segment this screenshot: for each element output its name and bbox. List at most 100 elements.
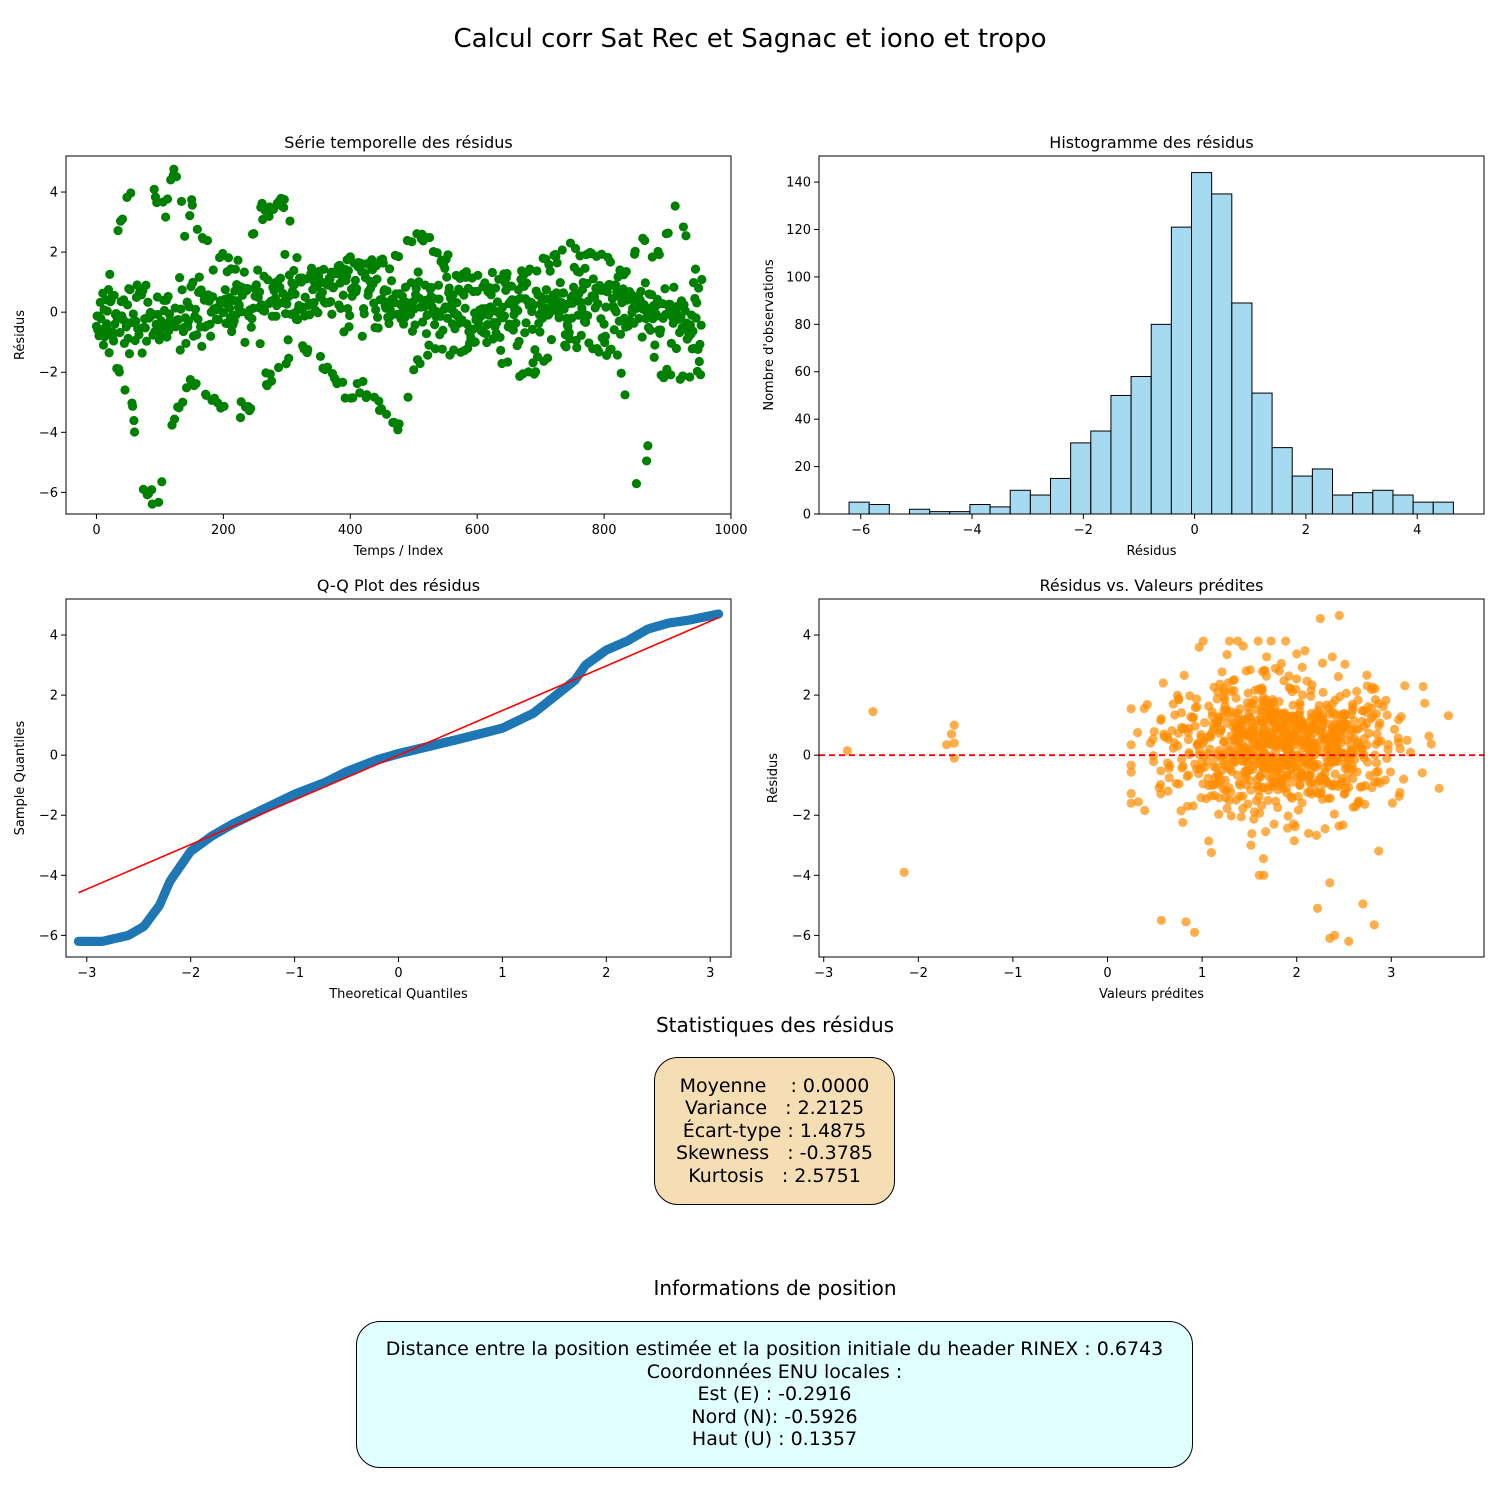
data-point — [350, 275, 360, 285]
data-point — [1327, 652, 1337, 662]
data-point — [1215, 775, 1225, 786]
x-tick-label: −4 — [962, 523, 981, 538]
y-axis-label: Nombre d'observations — [762, 259, 777, 410]
histogram-bar — [1211, 193, 1233, 514]
data-point — [694, 356, 704, 367]
y-axis-label: Sample Quantiles — [13, 720, 28, 835]
data-point — [1325, 793, 1335, 803]
data-point — [169, 414, 180, 424]
data-point — [1292, 674, 1302, 684]
y-tick-label: 60 — [794, 365, 811, 380]
data-point — [572, 343, 582, 353]
x-tick-label: −6 — [851, 523, 870, 538]
data-point — [263, 275, 273, 285]
data-point — [140, 323, 150, 333]
outlier-point — [949, 720, 959, 730]
data-point — [671, 343, 682, 354]
data-point — [1381, 695, 1391, 705]
data-point — [1126, 704, 1136, 714]
chart-title: Q-Q Plot des résidus — [317, 576, 480, 595]
data-point — [174, 273, 185, 283]
data-point — [407, 237, 417, 247]
data-point — [157, 477, 167, 487]
outlier-point — [1181, 917, 1191, 927]
data-point — [522, 278, 532, 288]
data-point — [249, 229, 259, 239]
figure-title: Calcul corr Sat Rec et Sagnac et iono et… — [453, 24, 1047, 54]
data-point — [1357, 749, 1367, 759]
data-point — [1303, 828, 1314, 839]
data-point — [1240, 752, 1250, 762]
x-tick-label: 3 — [706, 966, 714, 981]
y-tick-label: −2 — [39, 809, 58, 824]
data-point — [1209, 790, 1219, 801]
data-point — [191, 379, 201, 389]
x-tick-label: 3 — [1387, 966, 1395, 981]
data-point — [640, 278, 650, 288]
data-point — [357, 331, 367, 341]
data-point — [1214, 745, 1224, 755]
outlier-point — [842, 746, 852, 756]
y-tick-label: 2 — [803, 689, 811, 704]
x-tick-label: 2 — [1293, 966, 1301, 981]
data-point — [1270, 663, 1280, 673]
data-point — [143, 297, 153, 307]
qq-point — [713, 609, 724, 619]
data-point — [1264, 754, 1275, 764]
data-point — [1271, 723, 1281, 733]
data-point — [213, 314, 223, 325]
data-point — [1226, 787, 1236, 797]
data-point — [1177, 722, 1187, 732]
data-point — [410, 320, 420, 330]
x-tick-label: 2 — [1302, 523, 1310, 538]
data-point — [1420, 698, 1430, 708]
data-point — [513, 306, 523, 316]
data-point — [131, 316, 141, 326]
data-point — [1394, 791, 1404, 802]
data-point — [384, 318, 394, 329]
data-point — [1238, 641, 1248, 651]
data-point — [576, 330, 586, 340]
outlier-point — [1325, 878, 1335, 888]
data-point — [413, 267, 423, 277]
data-point — [1279, 676, 1289, 686]
data-point — [1295, 700, 1305, 710]
y-tick-label: 4 — [803, 629, 811, 644]
data-point — [1385, 767, 1396, 777]
data-point — [645, 325, 656, 335]
data-point — [1265, 764, 1275, 774]
data-point — [247, 314, 257, 324]
data-point — [338, 377, 348, 387]
data-point — [1353, 724, 1363, 734]
data-point — [460, 303, 470, 313]
data-point — [1176, 708, 1187, 718]
data-point — [1337, 773, 1347, 783]
data-point — [503, 357, 513, 367]
data-point — [1231, 693, 1241, 703]
data-point — [1330, 769, 1340, 779]
data-point — [654, 249, 664, 260]
data-point — [620, 390, 630, 400]
data-point — [1417, 768, 1427, 778]
data-point — [1133, 797, 1143, 807]
data-point — [1307, 777, 1317, 788]
data-point — [1252, 705, 1262, 715]
data-point — [1266, 636, 1276, 646]
y-tick-label: 100 — [786, 270, 811, 285]
data-point — [569, 282, 579, 292]
x-tick-label: −2 — [181, 966, 200, 981]
data-point — [502, 268, 512, 279]
data-point — [1310, 787, 1321, 797]
histogram-bar — [908, 508, 931, 514]
data-point — [610, 280, 621, 290]
data-point — [1230, 757, 1240, 767]
data-point — [694, 283, 704, 293]
data-point — [290, 289, 300, 299]
data-point — [1179, 670, 1189, 680]
data-point — [1154, 783, 1164, 793]
data-point — [124, 349, 135, 359]
y-tick-label: −4 — [39, 869, 58, 884]
data-point — [265, 369, 275, 379]
data-point — [430, 344, 440, 354]
